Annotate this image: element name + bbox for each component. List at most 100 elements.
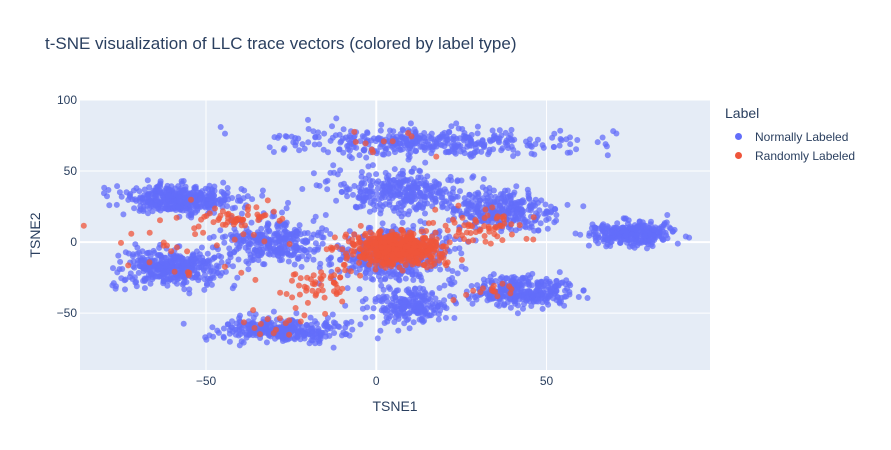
data-point xyxy=(508,221,515,228)
data-point xyxy=(292,305,299,311)
data-point xyxy=(472,229,479,236)
data-point xyxy=(285,251,292,258)
data-point xyxy=(361,180,368,187)
data-point xyxy=(219,208,226,215)
data-point xyxy=(236,315,243,322)
data-point xyxy=(405,156,412,163)
data-point xyxy=(686,234,693,241)
data-point xyxy=(442,222,449,229)
data-point xyxy=(265,221,272,228)
data-point xyxy=(447,173,454,180)
data-point xyxy=(286,331,293,338)
data-point xyxy=(321,130,328,137)
data-point xyxy=(282,236,288,243)
data-point xyxy=(404,243,411,250)
data-point xyxy=(344,253,351,260)
data-point xyxy=(450,297,457,303)
data-point xyxy=(340,329,347,336)
data-point xyxy=(392,237,398,244)
data-point xyxy=(250,314,257,321)
data-point xyxy=(180,188,187,195)
data-point xyxy=(215,263,222,270)
data-point xyxy=(225,196,232,203)
data-point xyxy=(307,314,314,321)
data-point xyxy=(330,344,337,351)
data-point xyxy=(374,185,381,192)
data-point xyxy=(402,275,409,282)
data-point xyxy=(528,290,534,297)
data-point xyxy=(218,259,225,266)
legend-item-normally-labeled[interactable]: Normally Labeled xyxy=(735,127,855,146)
data-point xyxy=(173,244,180,251)
data-point xyxy=(608,229,615,236)
data-point xyxy=(181,286,188,293)
data-point xyxy=(282,222,289,229)
data-point xyxy=(212,205,218,212)
data-point xyxy=(296,222,303,229)
data-point xyxy=(336,131,343,138)
data-point xyxy=(602,141,609,148)
data-point xyxy=(206,277,213,284)
data-point xyxy=(497,222,503,229)
data-point xyxy=(456,226,463,233)
data-point xyxy=(452,245,458,252)
data-point xyxy=(378,121,385,128)
data-point xyxy=(235,256,242,263)
data-point xyxy=(310,170,317,177)
scatter-points xyxy=(80,115,693,351)
data-point xyxy=(276,245,283,252)
data-point xyxy=(361,232,368,239)
data-point xyxy=(275,134,281,141)
data-point xyxy=(564,149,571,156)
data-point xyxy=(541,282,547,288)
data-point xyxy=(387,233,394,240)
data-point xyxy=(136,188,143,195)
data-point xyxy=(362,175,369,182)
data-point xyxy=(492,193,499,200)
data-point xyxy=(534,136,541,143)
data-point xyxy=(390,128,397,135)
data-point xyxy=(383,183,390,190)
data-point xyxy=(456,135,463,142)
data-point xyxy=(537,220,544,227)
data-point xyxy=(257,331,263,338)
legend-item-randomly-labeled[interactable]: Randomly Labeled xyxy=(735,146,855,165)
data-point xyxy=(190,251,196,258)
data-point xyxy=(337,167,344,174)
data-point xyxy=(481,215,488,221)
data-point xyxy=(410,165,417,172)
data-point xyxy=(433,239,440,246)
data-point xyxy=(183,259,190,266)
data-point xyxy=(313,182,320,189)
data-point xyxy=(671,226,678,233)
data-point xyxy=(523,295,530,302)
data-point xyxy=(419,312,426,319)
data-point xyxy=(319,225,326,232)
data-point xyxy=(290,139,297,146)
data-point xyxy=(553,212,560,218)
data-point xyxy=(448,123,455,130)
data-point xyxy=(410,319,417,326)
data-point xyxy=(584,295,591,301)
data-point xyxy=(289,277,295,284)
data-point xyxy=(183,200,190,207)
data-point xyxy=(356,184,362,191)
data-point xyxy=(390,184,396,191)
data-point xyxy=(157,207,164,214)
data-point xyxy=(410,277,417,283)
data-point xyxy=(171,254,178,261)
data-point xyxy=(262,323,269,330)
data-point xyxy=(245,241,252,248)
data-point xyxy=(323,246,330,253)
data-point xyxy=(168,248,175,255)
data-point xyxy=(286,241,293,247)
data-point xyxy=(531,227,538,234)
data-point xyxy=(252,276,259,283)
data-point xyxy=(367,270,374,277)
data-point xyxy=(664,212,671,218)
data-point xyxy=(324,177,331,184)
data-point xyxy=(399,167,406,174)
data-point xyxy=(507,290,514,297)
data-point xyxy=(344,193,351,200)
data-point xyxy=(411,179,417,186)
